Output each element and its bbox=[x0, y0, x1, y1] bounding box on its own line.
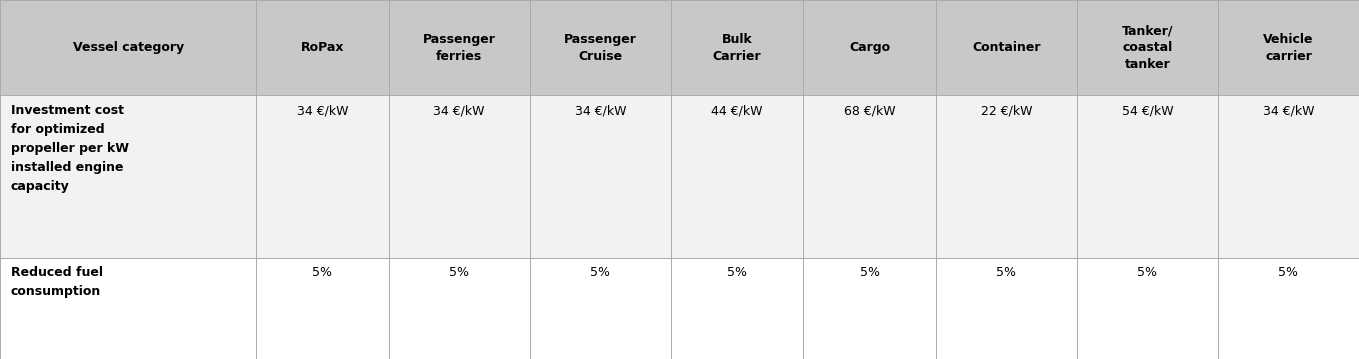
Bar bbox=[936, 0, 1076, 95]
Text: Bulk
Carrier: Bulk Carrier bbox=[712, 33, 761, 62]
Text: 5%: 5% bbox=[1279, 266, 1298, 279]
Bar bbox=[803, 258, 936, 359]
Bar bbox=[0, 0, 257, 95]
Bar bbox=[671, 258, 803, 359]
Text: 5%: 5% bbox=[996, 266, 1017, 279]
Bar bbox=[257, 0, 389, 95]
Bar bbox=[936, 258, 1076, 359]
Text: Vessel category: Vessel category bbox=[72, 41, 183, 54]
Text: Reduced fuel
consumption: Reduced fuel consumption bbox=[11, 266, 103, 298]
Bar bbox=[803, 0, 936, 95]
Bar bbox=[530, 0, 671, 95]
Text: Investment cost
for optimized
propeller per kW
installed engine
capacity: Investment cost for optimized propeller … bbox=[11, 104, 129, 193]
Bar bbox=[257, 95, 389, 258]
Text: 5%: 5% bbox=[313, 266, 333, 279]
Text: 34 €/kW: 34 €/kW bbox=[575, 104, 626, 117]
Text: 5%: 5% bbox=[727, 266, 747, 279]
Bar bbox=[0, 95, 257, 258]
Text: RoPax: RoPax bbox=[300, 41, 344, 54]
Bar bbox=[1076, 258, 1218, 359]
Bar bbox=[257, 258, 389, 359]
Text: 54 €/kW: 54 €/kW bbox=[1121, 104, 1173, 117]
Bar bbox=[0, 258, 257, 359]
Bar bbox=[530, 258, 671, 359]
Bar bbox=[389, 0, 530, 95]
Text: Vehicle
carrier: Vehicle carrier bbox=[1264, 33, 1314, 62]
Text: Passenger
ferries: Passenger ferries bbox=[423, 33, 496, 62]
Text: 34 €/kW: 34 €/kW bbox=[1263, 104, 1314, 117]
Bar bbox=[1076, 95, 1218, 258]
Text: Passenger
Cruise: Passenger Cruise bbox=[564, 33, 637, 62]
Text: Cargo: Cargo bbox=[849, 41, 890, 54]
Text: 5%: 5% bbox=[1137, 266, 1158, 279]
Bar bbox=[1218, 258, 1359, 359]
Bar bbox=[1218, 95, 1359, 258]
Bar bbox=[671, 0, 803, 95]
Text: 44 €/kW: 44 €/kW bbox=[711, 104, 762, 117]
Text: 34 €/kW: 34 €/kW bbox=[434, 104, 485, 117]
Text: Tanker/
coastal
tanker: Tanker/ coastal tanker bbox=[1121, 24, 1173, 71]
Bar bbox=[530, 95, 671, 258]
Text: Container: Container bbox=[972, 41, 1041, 54]
Bar bbox=[1076, 0, 1218, 95]
Bar bbox=[936, 95, 1076, 258]
Bar bbox=[671, 95, 803, 258]
Text: 5%: 5% bbox=[859, 266, 879, 279]
Bar bbox=[389, 95, 530, 258]
Text: 5%: 5% bbox=[450, 266, 469, 279]
Text: 34 €/kW: 34 €/kW bbox=[296, 104, 348, 117]
Bar bbox=[389, 258, 530, 359]
Text: 68 €/kW: 68 €/kW bbox=[844, 104, 896, 117]
Text: 5%: 5% bbox=[590, 266, 610, 279]
Bar bbox=[803, 95, 936, 258]
Bar bbox=[1218, 0, 1359, 95]
Text: 22 €/kW: 22 €/kW bbox=[981, 104, 1031, 117]
